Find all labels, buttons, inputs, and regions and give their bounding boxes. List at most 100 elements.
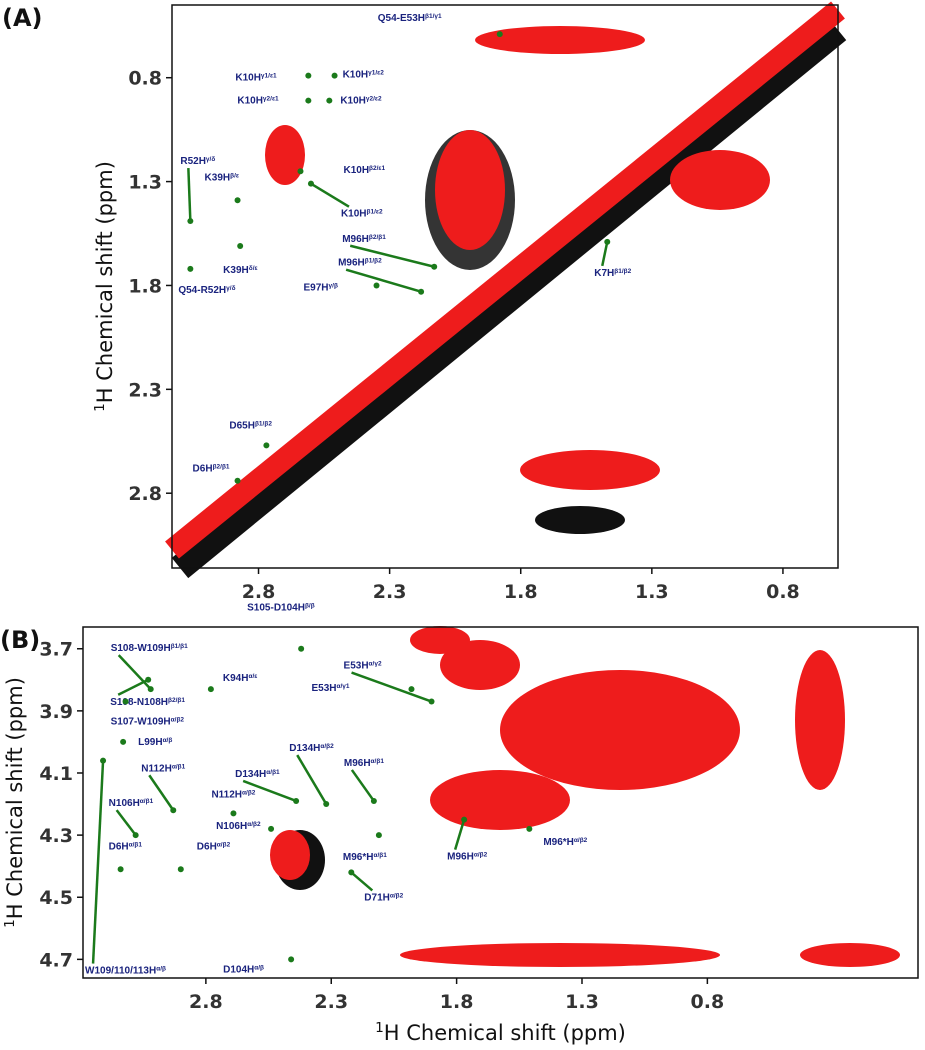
leader-line [296,754,328,805]
peak-label-text: S108-W109H [111,643,171,654]
peak-label: N112Hα/β1 [141,763,185,775]
peak-label-text: D134H [235,769,266,780]
peak-label-text: M96*H [543,837,574,848]
peak-label-sup: α/β2 [320,743,334,750]
diagonal-red [165,1,845,559]
peak-label-sup: β1/β2 [614,267,631,274]
peak-label-text: N106H [216,821,247,832]
peak-label: D6Hα/β2 [197,841,231,853]
peak-label-sup: α/β2 [217,841,231,848]
peak-label-sup: α/β1 [373,852,387,859]
peak [100,757,107,764]
leader-line [349,244,435,268]
peak-label-sup: β2/β1 [213,463,230,470]
peak-label: K10Hβ2/ε1 [343,165,385,177]
peak-label-sup: α/β [254,964,264,971]
peak-label: K94Hα/ε [223,673,257,685]
y-axis-title-sup: 1 [92,403,108,412]
peak-label: D65Hβ1/β2 [229,420,272,432]
peak-label-sup: γ/β [329,282,338,289]
peak-label: M96Hα/β2 [447,851,487,863]
peak-label: D6Hβ2/β1 [193,463,230,475]
peak-label-sup: β2/ε1 [369,165,385,172]
contour [795,650,845,790]
peak-label: D6Hα/β1 [109,841,143,853]
peak-label: Q54-R52Hγ/δ [178,284,235,296]
contour [430,770,570,830]
x-tick-label: 0.8 [766,581,800,603]
peak-label-text: D104H [223,964,254,975]
peak-label-text: K10H [343,70,369,81]
peak-label-text: M96H [447,852,474,863]
peak [288,956,295,963]
x-axis-title-sup: 1 [375,1020,384,1036]
peak [428,698,435,705]
peak [187,218,194,225]
leader-line [453,819,466,850]
leader-line [148,774,175,811]
peak-label-sup: γ1/ε1 [261,72,277,79]
peak [234,197,241,204]
x-tick-label: 1.8 [504,581,538,603]
peak [147,686,154,693]
peak [117,866,124,873]
panel-label: (B) [0,626,40,654]
y-tick-label: 3.7 [39,639,73,661]
peak-label-text: M96H [344,758,371,769]
leader-line [350,871,374,892]
peak-label-text: M96H [342,234,369,245]
peak-label-text: E97H [304,282,329,293]
peak-label-sup: δ/ε [249,264,258,271]
leader-line [310,182,350,208]
peak-label-text: N112H [141,763,172,774]
peak-label-text: Q54-E53H [378,13,425,24]
peak [207,686,214,693]
y-axis-title-text: H Chemical shift (ppm) [3,677,27,919]
peak-label-sup: α/β1 [172,763,186,770]
x-tick-label: 1.3 [635,581,669,603]
x-tick-label: 2.8 [189,991,223,1013]
plot-frame [171,4,839,569]
peak [305,72,312,79]
peak [237,242,244,249]
peak-label-text: L99H [138,737,162,748]
contour [475,26,645,54]
peak [268,825,275,832]
peak-label-text: K7H [594,268,614,279]
peak-label: D104Hα/β [223,964,264,976]
peak-label-sup: α/β2 [247,820,261,827]
leader-line [351,671,432,703]
peak-label: M96Hβ1/β2 [338,257,382,269]
peak [132,832,139,839]
contour [440,640,520,690]
peak-label-sup: β2/β1 [369,233,386,240]
peak-label: N112Hα/β2 [211,789,255,801]
peak-label-sup: α/β2 [171,716,185,723]
peak [177,866,184,873]
peak [604,238,611,245]
peak-label-sup: α/γ1 [336,683,349,690]
peak-label-text: S108-N108H [110,697,168,708]
y-tick-label: 1.3 [128,172,162,194]
contour [800,943,900,967]
leader-line [601,241,609,267]
peak [323,801,330,808]
peak [263,442,270,449]
contour [265,125,305,185]
y-tick-label: 2.8 [128,483,162,505]
peak-label: K39Hδ/ε [223,264,257,276]
peak-label: N106Hα/β1 [109,798,154,810]
x-axis-title-text: H Chemical shift (ppm) [384,1021,626,1045]
peak-label-sup: α/β [163,736,173,743]
peak [370,797,377,804]
y-tick-label: 3.9 [39,701,73,723]
peak-label: D134Hα/β1 [235,768,280,780]
contour [270,830,310,880]
peak-label-sup: α/β1 [129,841,143,848]
peak [431,263,438,270]
peak [298,645,305,652]
y-tick-label: 1.8 [128,275,162,297]
peak-label: K7Hβ1/β2 [594,267,631,279]
peak-label: K10Hγ1/ε2 [343,69,385,81]
